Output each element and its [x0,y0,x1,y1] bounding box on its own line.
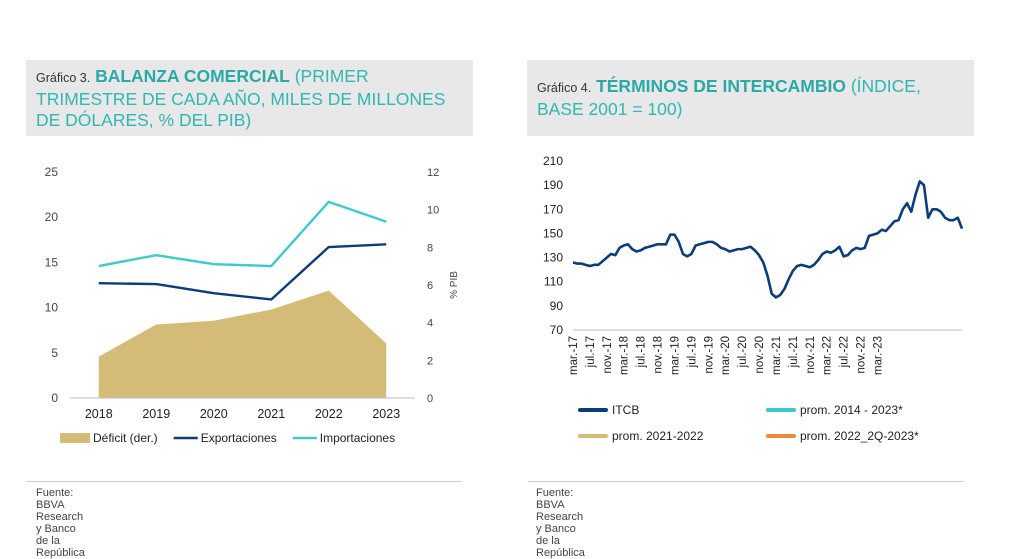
x-tick-label: jul.-17 [585,336,597,368]
x-tick-label: mar.-21 [771,336,783,375]
y2-axis-label: % PIB [449,271,460,299]
chart-number: Gráfico 3. [36,71,91,85]
divider [528,481,964,482]
x-tick-label: mar.-23 [872,336,884,375]
chart-header: Gráfico 3. BALANZA COMERCIAL (PRIMER TRI… [26,60,473,136]
chart-header: Gráfico 4. TÉRMINOS DE INTERCAMBIO (ÍNDI… [527,60,974,136]
x-tick-label: mar.-19 [669,336,681,375]
y-tick-label: 210 [543,154,563,168]
source-note: Fuente: BBVA Research y Banco de la Repú… [536,487,585,559]
y2-tick-label: 4 [427,318,433,330]
x-tick-label: jul.-21 [788,336,800,368]
x-tick-label: mar.-22 [822,336,834,375]
x-tick-label: mar.-18 [619,336,631,375]
y-tick-label: 90 [550,299,564,313]
chart-subtitle: (ÍNDICE, BASE 2001 = 100) [537,76,921,119]
y-tick-label: 110 [544,275,563,289]
x-tick-label: nov.-18 [653,336,665,374]
source-note: Fuente: BBVA Research y Banco de la Repú… [36,487,85,559]
x-tick-label: nov.-20 [754,336,766,374]
x-tick-label: 2023 [372,407,400,421]
x-tick-label: 2021 [257,407,285,421]
series-line-exportaciones [98,243,387,301]
legend-swatch [60,433,90,443]
y2-tick-label: 10 [427,205,439,217]
y-tick-label: 170 [543,202,563,216]
y2-tick-label: 6 [427,280,433,292]
x-tick-label: nov.-17 [602,336,614,374]
x-tick-label: 2019 [142,407,170,421]
y2-tick-label: 12 [427,167,439,179]
legend-label: prom. 2021-2022 [612,429,704,443]
balanza-chart: 0 5 10 15 20 25 0 2 4 6 8 10 12 % PIB 2018 2019 2020 2021… [45,165,460,445]
legend-label: Exportaciones [201,431,277,445]
chart-subtitle: (PRIMER TRIMESTRE DE CADA AÑO, MILES DE … [36,66,446,130]
deficit-area [98,290,387,398]
series-line-importaciones [98,200,387,268]
x-tick-label: jul.-20 [737,336,749,368]
y-tick-label: 15 [45,255,59,269]
x-tick-label: mar.-20 [720,336,732,375]
y-tick-label: 20 [45,210,59,224]
legend-label: Déficit (der.) [93,431,158,445]
divider [26,481,462,482]
y-tick-label: 0 [51,391,58,405]
terminos-chart: 70 90 110 130 150 170 190 210 mar.-17 jul.-17 nov.… [543,154,964,443]
y-tick-label: 5 [51,346,58,360]
x-tick-label: jul.-22 [839,336,851,368]
y2-tick-label: 0 [427,393,433,405]
legend-label: prom. 2022_2Q-2023* [800,429,919,443]
legend-label: prom. 2014 - 2023* [800,403,903,417]
y-tick-label: 190 [543,178,563,192]
x-tick-label: mar.-17 [568,336,580,375]
y-tick-label: 130 [543,251,563,265]
x-tick-label: 2022 [315,407,343,421]
x-tick-label: 2020 [200,407,228,421]
x-tick-label: 2018 [85,407,113,421]
chart-title: BALANZA COMERCIAL [95,66,290,86]
y-tick-label: 25 [45,165,59,179]
x-tick-label: nov.-21 [805,336,817,374]
y-tick-label: 70 [550,323,564,337]
x-tick-label: jul.-19 [686,336,698,368]
chart-title: TÉRMINOS DE INTERCAMBIO [596,76,846,96]
legend-label: Importaciones [320,431,395,445]
y2-tick-label: 8 [427,242,433,254]
series-line-itcb [572,180,964,299]
legend-label: ITCB [612,403,639,417]
x-tick-label: nov.-19 [703,336,715,374]
x-tick-label: jul.-18 [636,336,648,368]
y-tick-label: 10 [45,301,59,315]
y2-tick-label: 2 [427,355,433,367]
chart-number: Gráfico 4. [537,81,592,95]
y-tick-label: 150 [543,226,563,240]
x-tick-label: nov.-22 [856,336,868,374]
